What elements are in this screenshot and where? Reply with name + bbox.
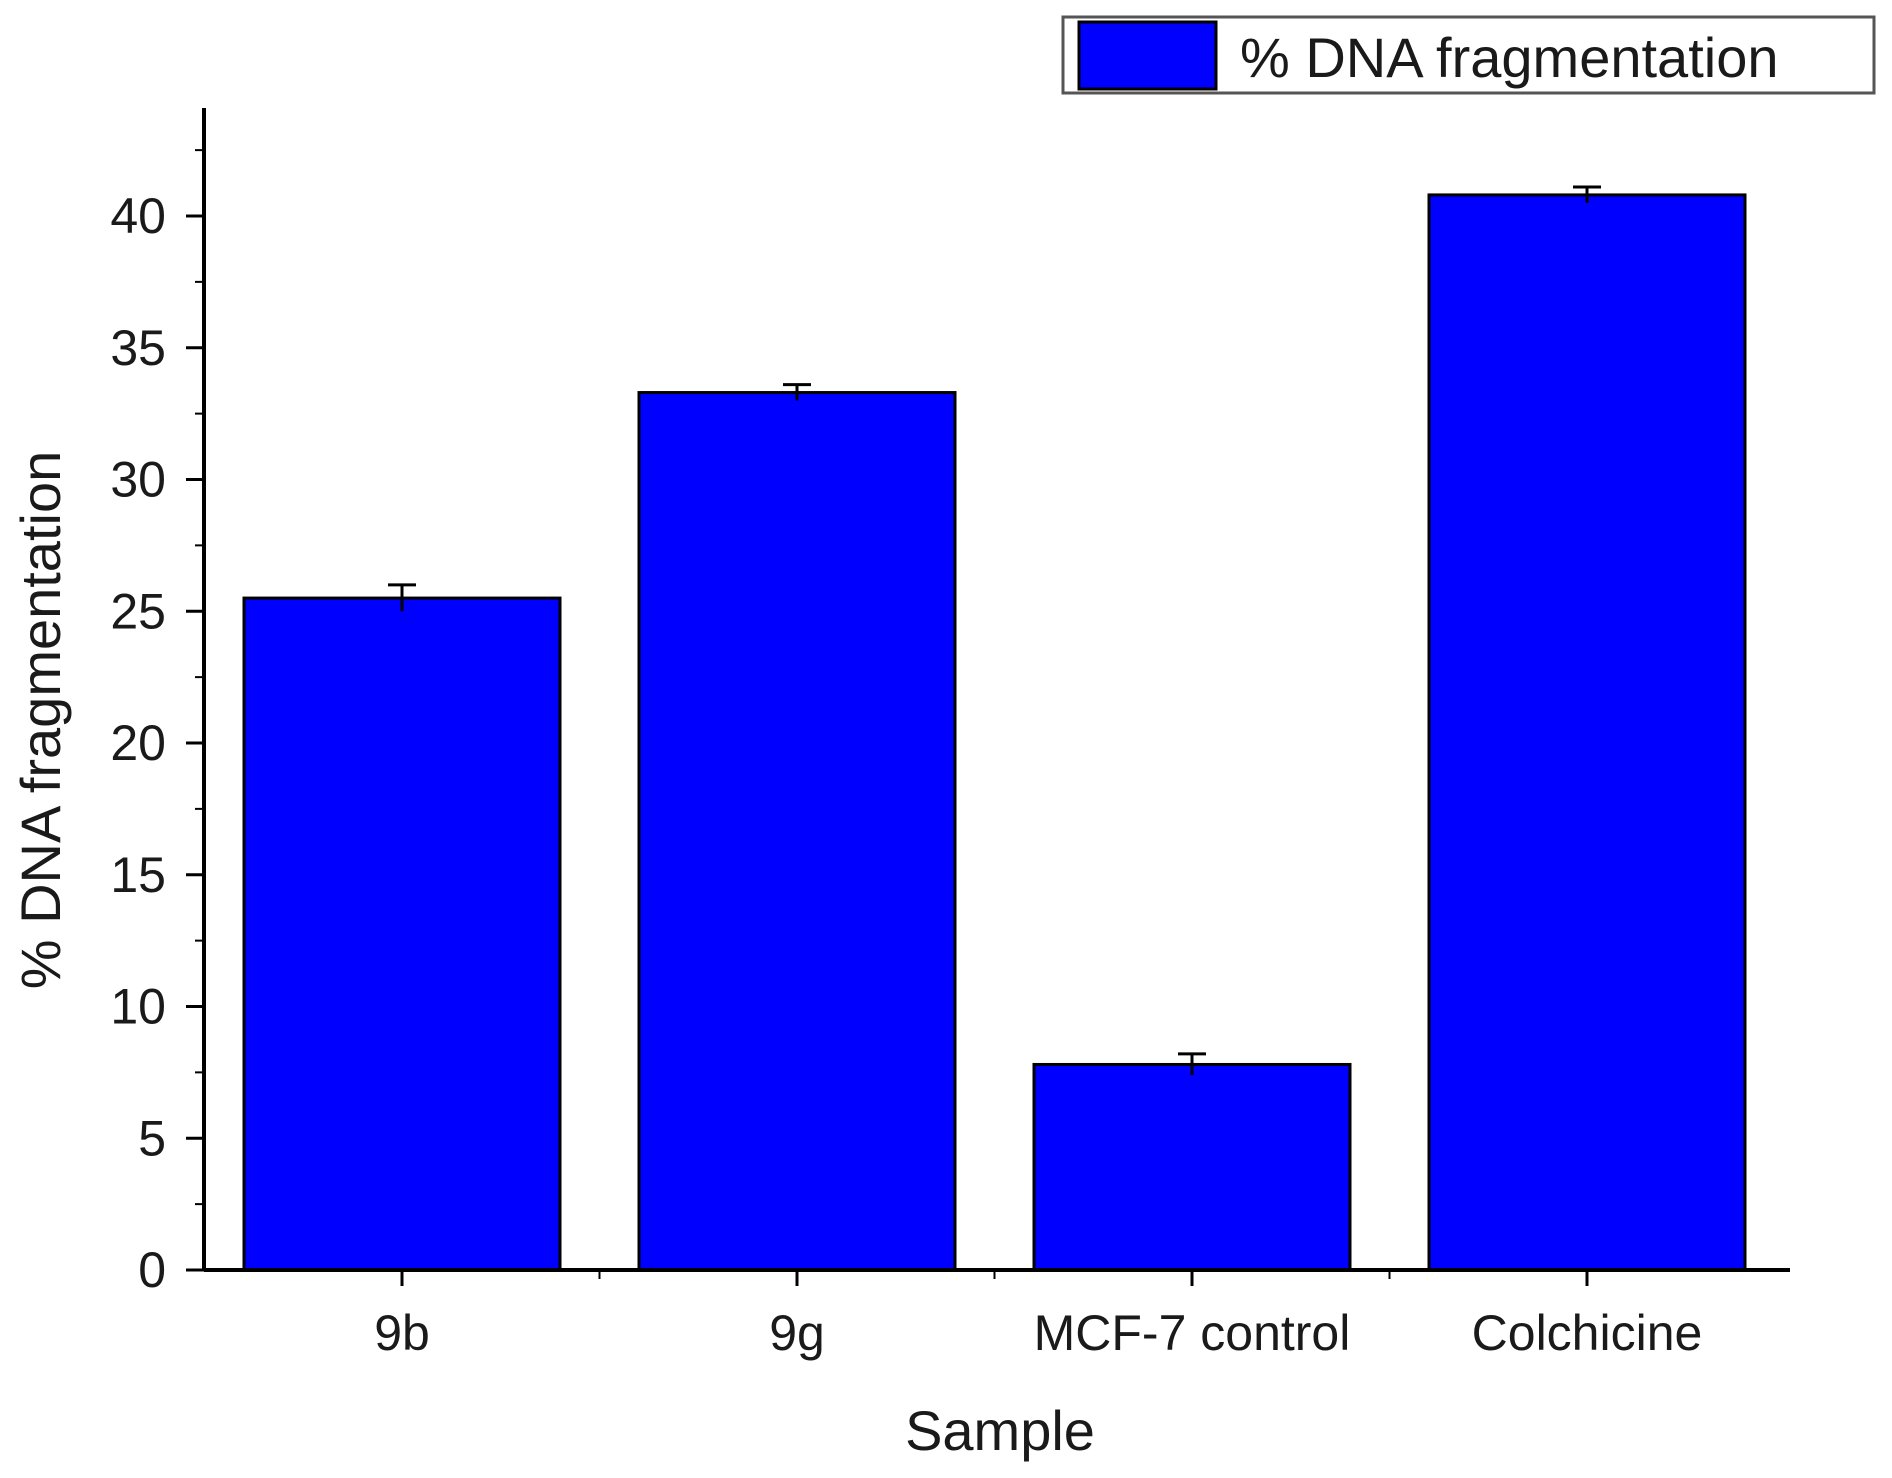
x-tick-label: MCF-7 control bbox=[1034, 1305, 1351, 1361]
y-tick-label: 15 bbox=[110, 847, 166, 903]
y-tick-label: 5 bbox=[138, 1110, 166, 1166]
x-axis-title: Sample bbox=[905, 1399, 1095, 1462]
y-tick-label: 40 bbox=[110, 188, 166, 244]
x-ticks-group: 9b 9g MCF-7 control Colchicine bbox=[374, 1270, 1702, 1361]
legend: % DNA fragmentation bbox=[1061, 15, 1876, 95]
y-ticks-group: 0 5 10 15 20 25 30 35 40 bbox=[110, 149, 204, 1298]
y-axis-title: % DNA fragmentation bbox=[9, 451, 72, 989]
y-tick-label: 25 bbox=[110, 583, 166, 639]
x-tick-label: 9g bbox=[769, 1305, 825, 1361]
axes-group bbox=[202, 108, 1790, 1272]
y-tick-label: 10 bbox=[110, 979, 166, 1035]
x-tick-label: 9b bbox=[374, 1305, 430, 1361]
y-tick-label: 0 bbox=[138, 1242, 166, 1298]
legend-swatch bbox=[1077, 20, 1218, 91]
y-tick-label: 30 bbox=[110, 452, 166, 508]
y-tick-label: 35 bbox=[110, 320, 166, 376]
x-tick-label: Colchicine bbox=[1472, 1305, 1703, 1361]
error-bars-group bbox=[388, 185, 1601, 1076]
bars-group bbox=[242, 193, 1747, 1272]
bar-9g bbox=[637, 391, 957, 1272]
legend-label: % DNA fragmentation bbox=[1240, 26, 1778, 89]
y-tick-label: 20 bbox=[110, 715, 166, 771]
bar-colchicine bbox=[1427, 193, 1747, 1272]
bar-9b bbox=[242, 596, 562, 1272]
bar-mcf-7-control bbox=[1032, 1062, 1352, 1272]
